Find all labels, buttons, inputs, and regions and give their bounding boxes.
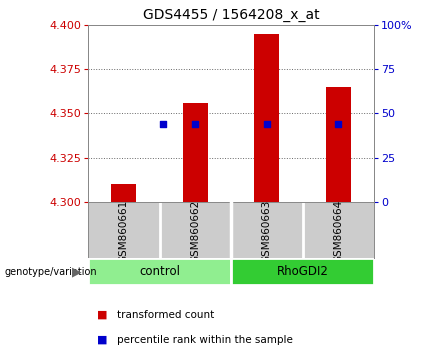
Point <box>192 121 199 127</box>
Bar <box>111 184 136 202</box>
Text: GSM860663: GSM860663 <box>262 200 272 263</box>
Point <box>160 121 167 127</box>
Text: transformed count: transformed count <box>117 310 214 320</box>
Text: percentile rank within the sample: percentile rank within the sample <box>117 335 293 345</box>
Title: GDS4455 / 1564208_x_at: GDS4455 / 1564208_x_at <box>143 8 319 22</box>
Bar <box>254 34 279 202</box>
Text: RhoGDI2: RhoGDI2 <box>277 265 328 278</box>
Text: GSM860661: GSM860661 <box>119 200 129 263</box>
Bar <box>231 258 374 285</box>
Text: ▶: ▶ <box>72 265 82 278</box>
Text: ■: ■ <box>97 310 107 320</box>
Point <box>263 121 270 127</box>
Text: GSM860664: GSM860664 <box>333 200 343 263</box>
Text: control: control <box>139 265 180 278</box>
Bar <box>88 258 231 285</box>
Text: genotype/variation: genotype/variation <box>4 267 97 277</box>
Text: GSM860662: GSM860662 <box>190 200 200 263</box>
Text: ■: ■ <box>97 335 107 345</box>
Point <box>335 121 342 127</box>
Bar <box>183 103 208 202</box>
Bar <box>326 87 351 202</box>
